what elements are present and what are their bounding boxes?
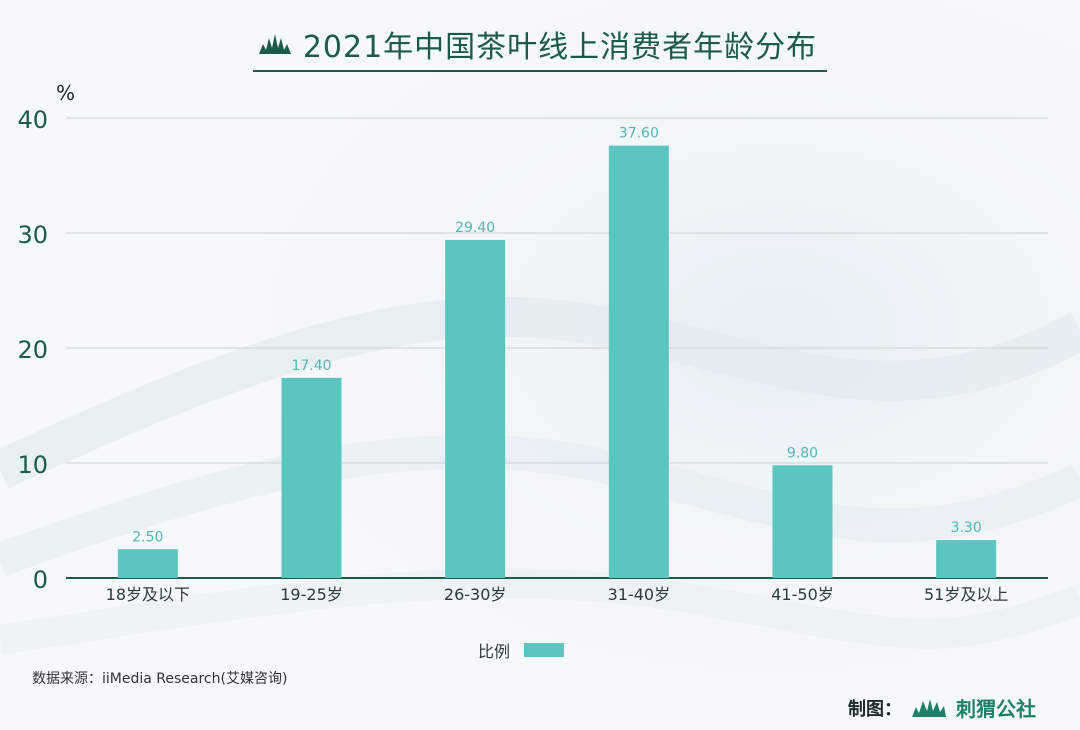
legend-swatch: [524, 643, 565, 657]
credit: 制图： 刺猬公社: [848, 693, 1036, 722]
y-tick-label-1: 10: [17, 451, 48, 479]
bar-4: [772, 465, 833, 578]
bar-2: [445, 239, 506, 578]
y-tick-label-4: 40: [17, 106, 48, 134]
bar-value-label-4: 9.80: [787, 445, 818, 461]
bar-value-label-3: 37.60: [619, 126, 659, 142]
bar-value-label-5: 3.30: [951, 520, 982, 536]
credit-brand: 刺猬公社: [956, 697, 1036, 721]
chart-title-text: 2021年中国茶叶线上消费者年龄分布: [302, 30, 818, 65]
x-tick-label-0: 18岁及以下: [106, 585, 190, 604]
credit-label: 制图：: [848, 698, 902, 720]
bar-value-label-1: 17.40: [291, 358, 331, 374]
data-source-note: 数据来源：iiMedia Research(艾媒咨询): [32, 671, 288, 687]
x-tick-label-3: 31-40岁: [608, 585, 671, 604]
x-tick-label-4: 41-50岁: [771, 585, 834, 604]
lotus-logo-icon: [258, 34, 291, 54]
bar-value-label-2: 29.40: [455, 220, 495, 236]
x-tick-label-1: 19-25岁: [280, 585, 343, 604]
x-tick-label-2: 26-30岁: [444, 585, 507, 604]
hedgehog-logo-icon: [912, 698, 946, 717]
bar-chart: 0 10 20 30 40% 2.50 18岁及以下 17.40 19-25岁 29.40 26-3…: [17, 81, 1048, 604]
legend: 比例: [478, 638, 565, 662]
y-tick-label-2: 20: [17, 336, 48, 364]
bar-5: [936, 540, 997, 578]
bar-1: [281, 377, 342, 578]
y-axis-label: %: [56, 81, 75, 105]
bar-value-label-0: 2.50: [132, 529, 163, 545]
chart-title: 2021年中国茶叶线上消费者年龄分布: [252, 22, 828, 72]
bar-0: [117, 549, 178, 578]
y-tick-label-3: 30: [17, 221, 48, 249]
y-tick-label-0: 0: [33, 566, 48, 594]
x-tick-label-5: 51岁及以上: [924, 585, 1008, 604]
bar-3: [608, 145, 669, 578]
legend-label: 比例: [478, 642, 511, 661]
